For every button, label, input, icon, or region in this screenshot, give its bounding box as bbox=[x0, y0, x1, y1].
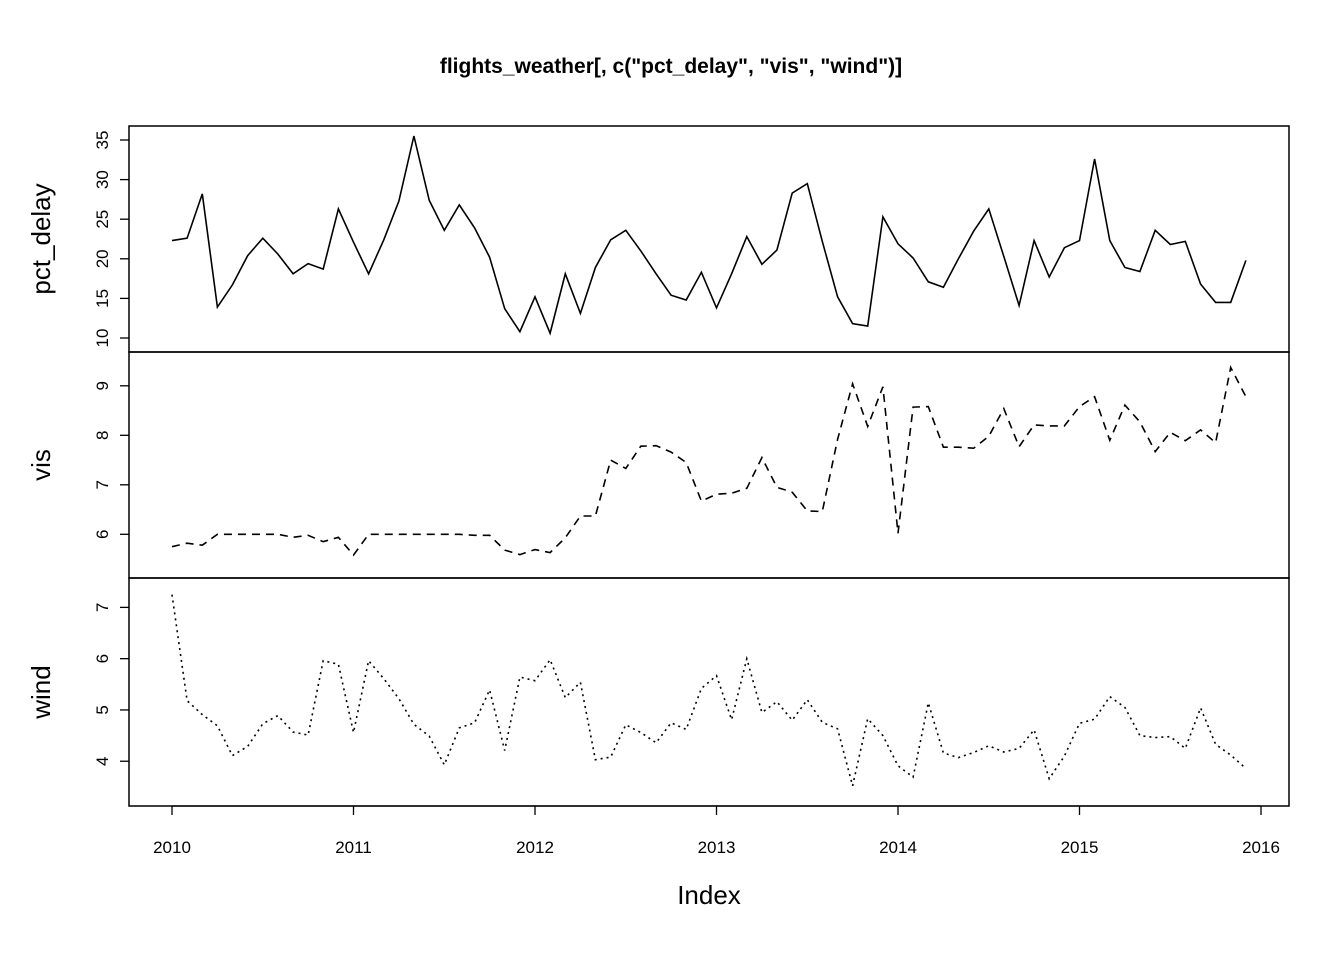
series-line-wind bbox=[171, 594, 1247, 787]
x-tick-label: 2014 bbox=[879, 838, 917, 857]
y-tick-label: 7 bbox=[93, 603, 112, 612]
series-line-vis bbox=[171, 365, 1247, 557]
panel-frame bbox=[128, 125, 1290, 353]
panels: 10 15 20 25 30 35 pct_delay 6 7 8 9 vis 4 5 6 7 wind bbox=[26, 125, 1290, 807]
y-axis-label-vis: vis bbox=[26, 449, 56, 481]
x-axis-label: Index bbox=[677, 880, 741, 910]
series-line-pct_delay bbox=[171, 135, 1247, 336]
y-tick-label: 5 bbox=[93, 705, 112, 714]
panel-pct_delay: 10 15 20 25 30 35 pct_delay bbox=[26, 125, 1290, 353]
y-tick-label: 20 bbox=[93, 249, 112, 268]
y-tick-label: 6 bbox=[93, 530, 112, 539]
y-tick-label: 7 bbox=[93, 480, 112, 489]
x-tick-label: 2012 bbox=[516, 838, 554, 857]
x-tick-label: 2016 bbox=[1242, 838, 1280, 857]
panel-frame bbox=[128, 577, 1290, 807]
chart-title: flights_weather[, c("pct_delay", "vis", … bbox=[440, 55, 902, 78]
x-tick-label: 2010 bbox=[153, 838, 191, 857]
y-tick-label: 10 bbox=[93, 329, 112, 348]
y-tick-label: 25 bbox=[93, 210, 112, 229]
y-tick-label: 35 bbox=[93, 131, 112, 150]
y-axis-label-pct_delay: pct_delay bbox=[26, 183, 56, 294]
y-tick-label: 15 bbox=[93, 289, 112, 308]
panel-vis: 6 7 8 9 vis bbox=[26, 351, 1290, 579]
y-tick-label: 9 bbox=[93, 381, 112, 390]
y-tick-label: 6 bbox=[93, 654, 112, 663]
panel-wind: 4 5 6 7 wind bbox=[26, 577, 1290, 807]
y-axis-label-wind: wind bbox=[26, 665, 56, 719]
x-tick-label: 2015 bbox=[1061, 838, 1099, 857]
panel-frame bbox=[128, 351, 1290, 579]
y-tick-label: 4 bbox=[93, 756, 112, 765]
y-tick-label: 30 bbox=[93, 170, 112, 189]
x-axis: 2010 2011 2012 2013 2014 2015 2016 bbox=[153, 805, 1280, 857]
x-tick-label: 2011 bbox=[335, 838, 372, 857]
y-tick-label: 8 bbox=[93, 431, 112, 440]
x-tick-label: 2013 bbox=[698, 838, 736, 857]
